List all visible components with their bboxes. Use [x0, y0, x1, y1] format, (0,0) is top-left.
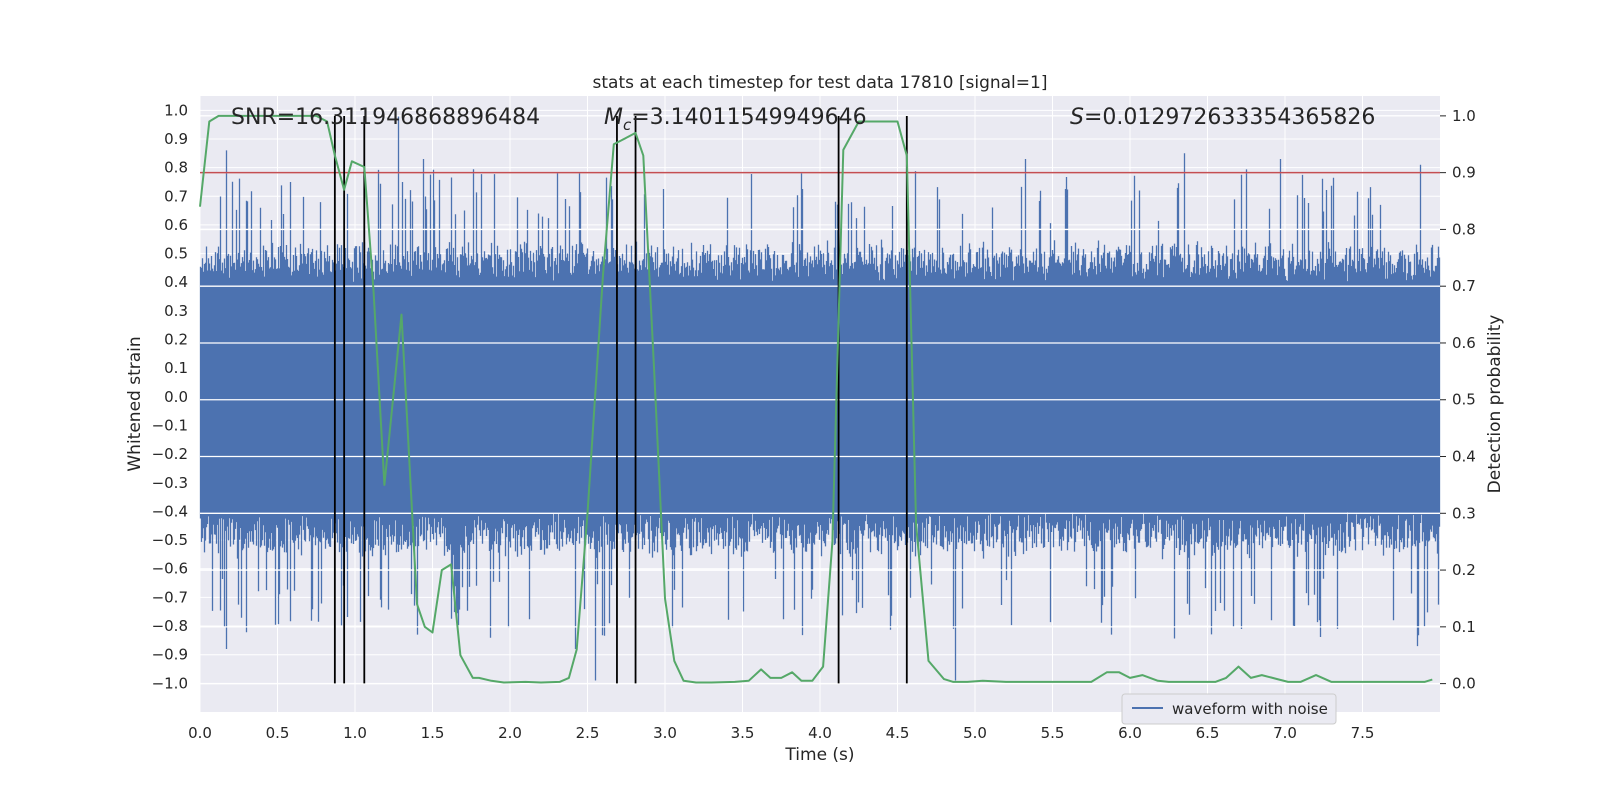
y-tick-label: 0.9 [164, 130, 188, 148]
x-tick-label: 4.0 [808, 724, 832, 742]
x-axis-label: Time (s) [784, 745, 854, 765]
y-axis-ticks: 1.0 0.9 0.8 0.7 0.6 0.5 0.4 0.3 0.2 0.1 0.0 −0.1 −0.… [152, 101, 188, 692]
y-tick-label: 0.3 [164, 302, 188, 320]
y2-tick-label: 0.7 [1452, 277, 1476, 295]
chirp-mass-annotation: Mc=3.14011549949646 [604, 105, 867, 134]
x-tick-label: 2.5 [576, 724, 600, 742]
y-tick-label: −1.0 [152, 674, 188, 692]
y-tick-label: −0.3 [152, 474, 188, 492]
y-tick-label: −0.1 [152, 416, 188, 434]
y-axis-label: Whitened strain [125, 336, 145, 471]
x-tick-label: 3.5 [731, 724, 755, 742]
y-tick-label: 0.4 [164, 273, 188, 291]
score-annotation: S=0.012972633354365826 [1070, 105, 1375, 130]
x-tick-label: 0.0 [188, 724, 212, 742]
y2-tick-label: 0.3 [1452, 504, 1476, 522]
y2-tick-label: 0.0 [1452, 675, 1476, 693]
x-tick-label: 5.5 [1041, 724, 1065, 742]
chart-title: stats at each timestep for test data 178… [593, 73, 1048, 93]
y2-tick-label: 0.6 [1452, 334, 1476, 352]
y2-tick-label: 0.1 [1452, 618, 1476, 636]
y-tick-label: −0.7 [152, 588, 188, 606]
y-tick-label: −0.6 [152, 560, 188, 578]
y2-tick-label: 0.8 [1452, 220, 1476, 238]
y2-tick-label: 0.2 [1452, 561, 1476, 579]
y-tick-label: −0.4 [152, 502, 188, 520]
y2-tick-label: 0.9 [1452, 164, 1476, 182]
y2-tick-label: 0.4 [1452, 448, 1476, 466]
score-symbol: S [1070, 105, 1084, 130]
y2-tick-label: 0.5 [1452, 391, 1476, 409]
legend: waveform with noise [1121, 693, 1337, 725]
legend-box [1121, 693, 1337, 725]
y-tick-label: −0.5 [152, 531, 188, 549]
y-tick-label: −0.9 [152, 646, 188, 664]
legend-waveform-label: waveform with noise [1172, 700, 1328, 718]
y-tick-label: 0.8 [164, 159, 188, 177]
y-tick-label: 0.7 [164, 187, 188, 205]
x-tick-label: 0.5 [266, 724, 290, 742]
probability-series [199, 114, 1433, 684]
x-tick-label: 7.0 [1273, 724, 1297, 742]
x-tick-label: 3.0 [653, 724, 677, 742]
probability-line [199, 114, 1433, 684]
x-tick-label: 6.0 [1118, 724, 1142, 742]
x-tick-label: 5.0 [963, 724, 987, 742]
chirp-mass-subscript: c [623, 116, 632, 134]
y-tick-label: 1.0 [164, 101, 188, 119]
x-tick-label: 2.0 [498, 724, 522, 742]
marker-lines [333, 116, 908, 684]
y-tick-label: 0.2 [164, 331, 188, 349]
y2-tick-label: 1.0 [1452, 107, 1476, 125]
y-tick-label: −0.8 [152, 617, 188, 635]
x-tick-label: 6.5 [1196, 724, 1220, 742]
y-tick-label: 0.6 [164, 216, 188, 234]
chirp-mass-value: =3.14011549949646 [631, 105, 866, 130]
chirp-mass-symbol: M [604, 105, 623, 130]
y-tick-label: 0.0 [164, 388, 188, 406]
x-tick-label: 1.5 [421, 724, 445, 742]
x-tick-label: 1.0 [343, 724, 367, 742]
x-tick-label: 7.5 [1351, 724, 1375, 742]
y-tick-label: 0.1 [164, 359, 188, 377]
snr-annotation: SNR=16.311946868896484 [231, 105, 540, 130]
y2-axis-ticks: 1.0 0.9 0.8 0.7 0.6 0.5 0.4 0.3 0.2 0.1 0.0 [1440, 107, 1476, 693]
x-axis-ticks: 0.0 0.5 1.0 1.5 2.0 2.5 3.0 3.5 4.0 4.5 5.0 5.5 6.0 6… [188, 724, 1374, 742]
y-tick-label: −0.2 [152, 445, 188, 463]
y2-axis-label: Detection probability [1485, 315, 1505, 494]
y-tick-label: 0.5 [164, 245, 188, 263]
score-value: =0.012972633354365826 [1084, 105, 1375, 130]
x-tick-label: 4.5 [886, 724, 910, 742]
